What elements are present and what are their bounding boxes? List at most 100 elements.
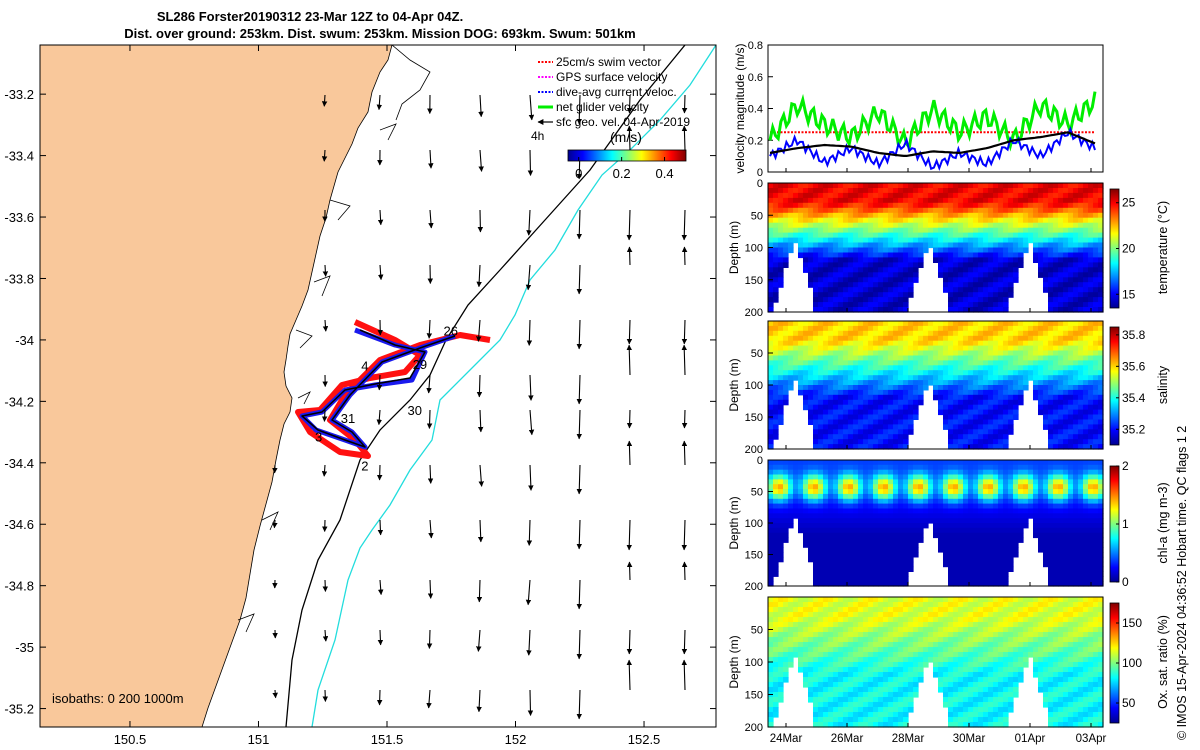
section-cell (943, 321, 949, 327)
section-cell (943, 556, 949, 563)
section-cell (838, 232, 844, 239)
section-cell (858, 419, 864, 425)
section-cell (838, 292, 844, 298)
section-cell (793, 460, 799, 466)
section-cell (903, 183, 909, 189)
section-cell (883, 484, 889, 490)
section-cell (1083, 282, 1089, 288)
section-cell (1033, 460, 1039, 466)
section-cell (1068, 503, 1074, 509)
section-cell (853, 469, 859, 476)
section-cell (998, 375, 1004, 381)
section-cell (788, 375, 794, 381)
section-cell (1028, 479, 1034, 485)
section-cell (918, 489, 924, 495)
section-cell (863, 272, 869, 278)
section-cell (988, 419, 994, 425)
section-cell (1068, 197, 1074, 204)
section-cell (928, 217, 934, 224)
section-cell (1038, 217, 1044, 224)
section-cell (868, 188, 874, 194)
section-cell (853, 188, 859, 194)
section-cell (893, 439, 899, 445)
section-cell (923, 385, 929, 391)
section-cell (783, 617, 789, 623)
section-cell (803, 355, 809, 361)
section-cell (903, 409, 909, 416)
isobaths-label: isobaths: 0 200 1000m (52, 691, 184, 706)
section-cell (988, 566, 994, 572)
section-cell (828, 325, 834, 332)
section-cell (858, 414, 864, 420)
section-cell (778, 242, 784, 249)
section-cell (1048, 380, 1054, 386)
section-cell (1013, 325, 1019, 332)
map-cbar-tick-label: 0.2 (613, 166, 631, 181)
section-cell (833, 350, 839, 356)
section-cell (858, 242, 864, 249)
section-cell (838, 513, 844, 519)
section-cell (953, 188, 959, 194)
section-cell (858, 370, 864, 376)
velocity-arrow (681, 246, 688, 266)
section-cell (968, 365, 974, 371)
map-colorbar (567, 149, 687, 162)
section-cell (1083, 302, 1089, 308)
section-cell (923, 340, 929, 347)
section-cell (1053, 307, 1059, 313)
section-cell (963, 197, 969, 204)
section-cell (803, 330, 809, 337)
section-cell (1078, 434, 1084, 440)
section-cell (778, 207, 784, 214)
section-cell (808, 498, 814, 505)
section-cell (988, 267, 994, 273)
section-cell (1043, 222, 1049, 229)
section-cell (908, 272, 914, 278)
section-cell (908, 252, 914, 259)
section-cell (823, 207, 829, 214)
section-cell (973, 389, 979, 396)
section-cell (968, 302, 974, 308)
section-cell (1068, 429, 1074, 435)
section-cell (1013, 222, 1019, 229)
section-cell (853, 302, 859, 308)
section-cell (1078, 207, 1084, 214)
section-cell (898, 192, 904, 199)
section-cell (1048, 419, 1054, 425)
section-cell (838, 552, 844, 558)
section-cell (773, 365, 779, 371)
section-cell (1093, 302, 1099, 308)
section-cell (958, 272, 964, 278)
section-cell (1013, 237, 1019, 244)
section-cell (1083, 552, 1089, 558)
section-cell (1053, 493, 1059, 500)
section-cell (983, 464, 989, 471)
section-cell (918, 188, 924, 194)
section-cell (913, 460, 919, 466)
section-cell (913, 242, 919, 249)
section-cell (888, 394, 894, 401)
section-cell (843, 464, 849, 471)
section-cell (958, 460, 964, 466)
section-cell (798, 484, 804, 490)
section-cell (903, 365, 909, 371)
section-cell (893, 464, 899, 471)
section-cell (873, 399, 879, 406)
section-cell (843, 365, 849, 371)
section-cell (958, 262, 964, 268)
section-cell (778, 687, 784, 693)
section-cell (908, 489, 914, 495)
section-cell (1033, 469, 1039, 476)
section-cell (818, 321, 824, 327)
section-cell (883, 355, 889, 361)
section-cell (943, 282, 949, 288)
section-cell (883, 370, 889, 376)
section-cell (778, 370, 784, 376)
section-cell (898, 212, 904, 219)
section-cell (888, 439, 894, 445)
colorbar-tick-label: 35.8 (1122, 328, 1146, 342)
section-cell (1088, 527, 1094, 534)
section-cell (1003, 252, 1009, 259)
section-cell (1003, 439, 1009, 445)
section-cell (823, 561, 829, 568)
